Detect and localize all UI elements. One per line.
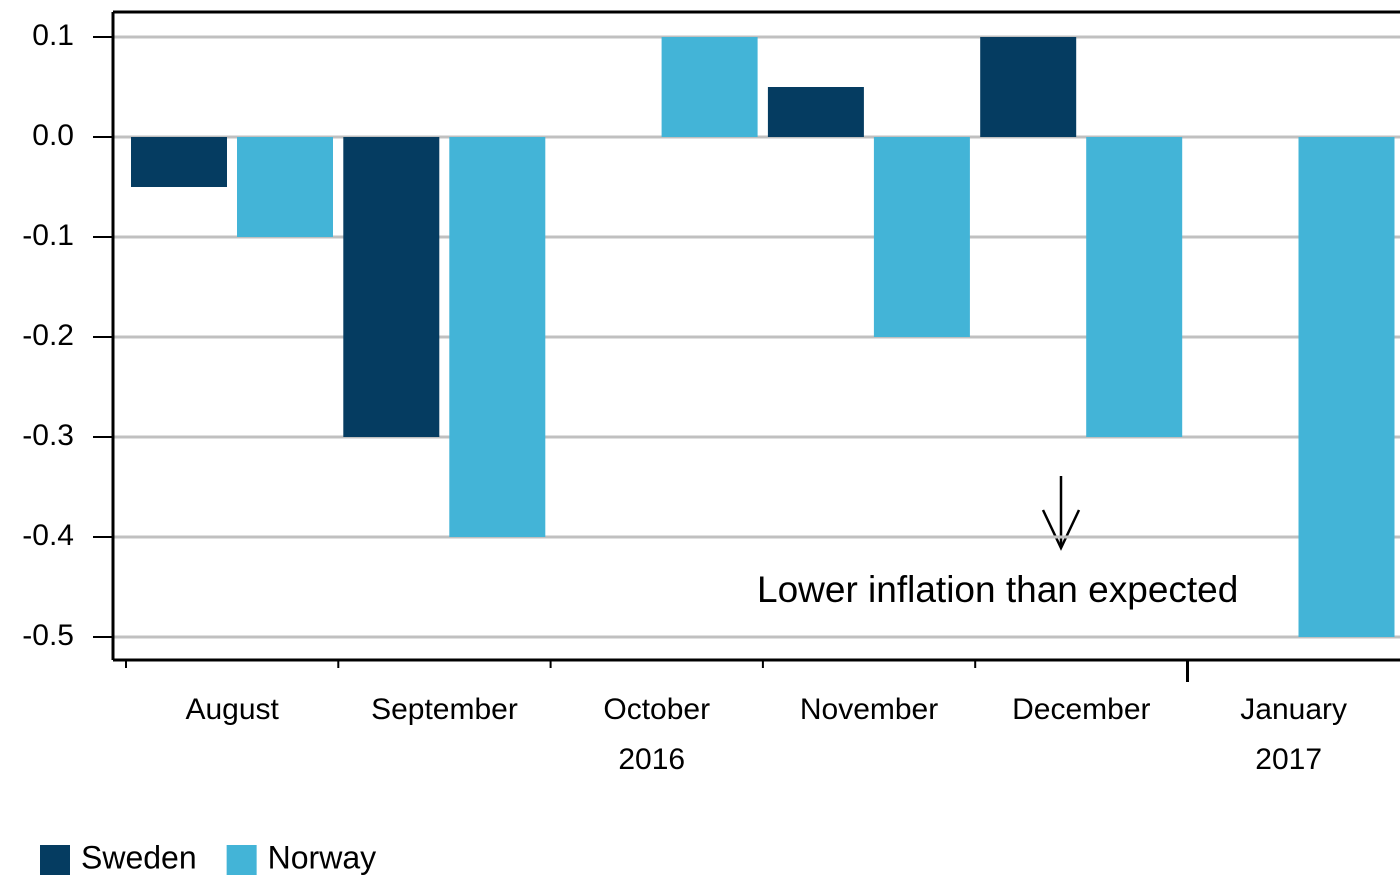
x-tick-label: October (603, 693, 710, 726)
y-tick-label: 0.1 (32, 19, 74, 52)
bar (343, 137, 440, 437)
y-tick-label: 0.0 (32, 119, 74, 152)
bar (980, 37, 1077, 137)
y-tick-label: -0.2 (22, 319, 74, 352)
x-tick-label: November (800, 693, 938, 726)
x-tick-label: January (1240, 693, 1347, 726)
year-label: 2016 (618, 743, 685, 776)
x-tick-label: December (1012, 693, 1150, 726)
y-tick-label: -0.1 (22, 219, 74, 252)
y-tick-label: -0.3 (22, 419, 74, 452)
bar (131, 137, 227, 187)
bar (873, 137, 970, 337)
x-tick-label: August (185, 693, 279, 726)
legend-swatch (226, 845, 257, 875)
bar (237, 137, 333, 237)
legend-label: Norway (268, 839, 376, 875)
y-tick-label: -0.4 (22, 519, 74, 552)
annotation: Lower inflation than expected (757, 569, 1238, 610)
y-tick-label: -0.5 (22, 619, 74, 652)
bar (449, 137, 546, 537)
bar (1086, 137, 1183, 437)
legend-swatch (40, 845, 70, 875)
bar (1298, 137, 1395, 637)
x-tick-label: September (371, 693, 518, 726)
bar (661, 37, 758, 137)
bar (767, 87, 864, 137)
year-label: 2017 (1255, 743, 1322, 776)
legend-label: Sweden (81, 839, 197, 875)
